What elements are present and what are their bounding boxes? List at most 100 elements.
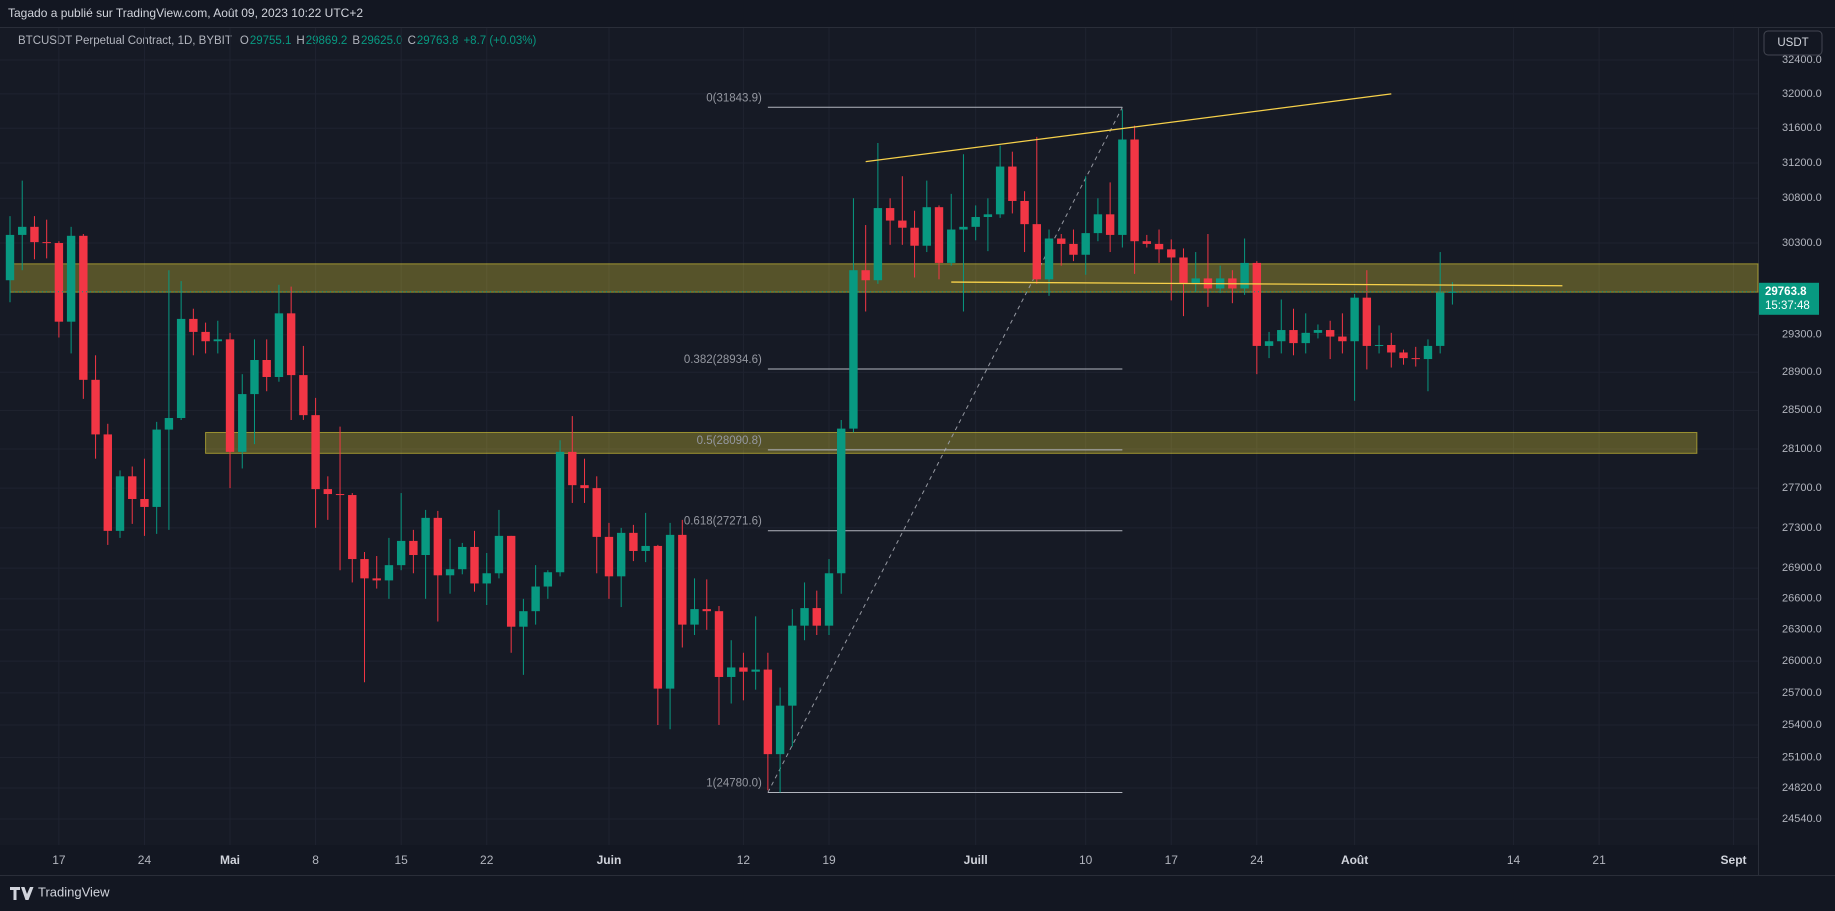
candle-body: [629, 532, 638, 551]
candle-body: [739, 667, 748, 672]
x-tick-label: Sept: [1721, 853, 1747, 867]
candle-body: [1362, 297, 1372, 346]
x-tick-label: 17: [1165, 853, 1179, 867]
candle-body: [1093, 214, 1103, 234]
candle-body: [555, 451, 565, 573]
bar-countdown: 15:37:48: [1765, 300, 1810, 312]
candle-body: [665, 534, 675, 689]
candle-body: [1423, 345, 1433, 360]
y-tick-label: 26000.0: [1782, 655, 1822, 667]
y-tick-label: 27300.0: [1782, 522, 1822, 534]
candle-body: [861, 270, 870, 281]
candle-body: [433, 517, 443, 576]
candle-body: [678, 534, 687, 625]
fib-label: 0.618(27271.6): [684, 516, 762, 528]
x-tick-label: Août: [1341, 853, 1368, 867]
candle-body: [775, 705, 785, 755]
x-tick-label: 22: [480, 853, 494, 867]
candle-body: [250, 359, 259, 395]
candle-body: [5, 234, 15, 281]
candle-body: [763, 669, 773, 755]
candle-body: [66, 235, 76, 322]
x-tick-label: 12: [737, 853, 751, 867]
currency-label[interactable]: USDT: [1777, 37, 1808, 49]
candle-body: [910, 227, 919, 246]
candle-body: [299, 375, 308, 416]
candle-body: [42, 242, 51, 244]
candle-body: [751, 669, 760, 672]
candle-body: [959, 226, 968, 230]
y-tick-label: 27700.0: [1782, 482, 1822, 494]
candle-body: [506, 535, 516, 627]
candle-body: [1020, 200, 1029, 225]
candle-body: [1081, 233, 1090, 255]
trendline: [951, 281, 1563, 287]
candle-body: [580, 485, 589, 489]
candle-body: [396, 540, 406, 566]
candle-body: [103, 434, 112, 531]
last-price-box: [1759, 282, 1819, 315]
brand-logo: [10, 887, 34, 900]
x-tick-label: Juin: [597, 853, 622, 867]
plot-area: [0, 28, 1758, 845]
candle-body: [531, 586, 540, 612]
candle-body: [824, 573, 834, 626]
candle-body: [54, 243, 64, 322]
candle-body: [225, 339, 235, 452]
candle-body: [1325, 330, 1335, 337]
x-tick-label: 14: [1507, 853, 1521, 867]
x-tick-label: 24: [1250, 853, 1264, 867]
candle-body: [1313, 330, 1323, 333]
currency-button[interactable]: USDT: [1763, 30, 1823, 56]
candle-body: [788, 625, 797, 706]
candle-body: [91, 379, 100, 435]
candle-body: [238, 394, 247, 452]
change: +8.7 (+0.03%): [463, 35, 536, 47]
candle-body: [1191, 278, 1200, 283]
ohlc-value: 29869.2: [306, 35, 348, 47]
fib-label: 1(24780.0): [706, 777, 762, 789]
candle-body: [1008, 166, 1017, 201]
candle-body: [1130, 139, 1139, 242]
y-tick-label: 24820.0: [1782, 782, 1822, 794]
candle-body: [1399, 352, 1408, 359]
candle-body: [470, 546, 479, 584]
candle-body: [1387, 344, 1396, 353]
candle-body: [714, 611, 724, 677]
candle-body: [1154, 243, 1164, 250]
candle-body: [885, 208, 895, 221]
candle-body: [947, 229, 956, 263]
candle-body: [421, 517, 430, 556]
candle-body: [30, 226, 39, 243]
candle-body: [482, 573, 491, 584]
candle-body: [837, 428, 846, 574]
candle-body: [115, 476, 125, 531]
candle-body: [348, 495, 357, 560]
candle-body: [1374, 344, 1384, 346]
candle-body: [140, 498, 149, 507]
candle-body: [1179, 257, 1188, 283]
ohlc-value: 29625.0: [361, 35, 403, 47]
x-tick-label: 10: [1079, 853, 1093, 867]
x-tick-label: 19: [822, 853, 836, 867]
candle-body: [274, 313, 284, 377]
candle-body: [201, 331, 210, 342]
candle-body: [286, 313, 296, 376]
candle-body: [164, 418, 174, 430]
y-tick-label: 30300.0: [1782, 237, 1822, 249]
price-zone: [9, 263, 1759, 293]
x-tick-label: 24: [138, 853, 152, 867]
y-tick-label: 25100.0: [1782, 751, 1822, 763]
candle-body: [604, 536, 614, 577]
currency-button-frame[interactable]: [1763, 30, 1823, 56]
ohlc-key: B: [352, 35, 360, 47]
y-tick-label: 25700.0: [1782, 687, 1822, 699]
candle-body: [1057, 238, 1066, 244]
publisher-line: Tagado a publié sur TradingView.com, Aoû…: [8, 6, 363, 20]
y-tick-label: 28500.0: [1782, 404, 1822, 416]
candle-body: [812, 608, 821, 626]
candle-body: [1032, 224, 1041, 280]
y-tick-label: 25400.0: [1782, 719, 1822, 731]
candle-body: [519, 611, 528, 627]
